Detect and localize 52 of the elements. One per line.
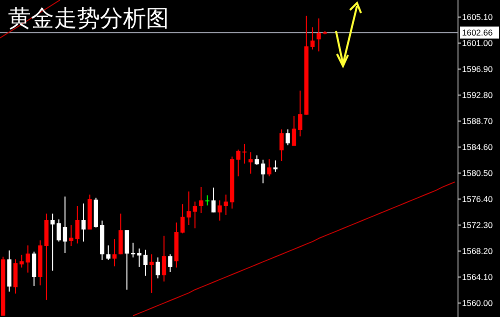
candlestick [50, 213, 55, 272]
line-series [132, 181, 456, 316]
candlestick [124, 230, 129, 290]
candlestick [236, 149, 240, 177]
y-tick-label: 1596.90 [462, 64, 493, 74]
y-tick-label: 1580.50 [462, 168, 493, 178]
y-tick-label: 1584.60 [462, 142, 493, 152]
candlestick [162, 235, 166, 282]
candlestick [267, 158, 272, 177]
candlestick [192, 201, 198, 229]
candlestick [112, 238, 117, 267]
candlestick [186, 190, 191, 226]
candlestick [32, 251, 36, 286]
candlestick [69, 224, 74, 246]
candlestick [137, 248, 142, 268]
candlestick [143, 249, 148, 276]
candlestick [205, 194, 210, 206]
candlestick [106, 244, 110, 260]
candlestick [62, 196, 68, 254]
candlestick [254, 154, 259, 166]
candlestick [316, 18, 321, 52]
candlestick [56, 218, 61, 242]
candlestick [75, 206, 80, 244]
chart-title: 黄金走势分析图 [8, 6, 169, 31]
candlestick [156, 256, 160, 279]
candlestick [211, 187, 216, 213]
y-tick-label: 1588.70 [462, 116, 493, 126]
y-tick-label: 1601.00 [462, 38, 493, 48]
candlestick [260, 159, 266, 184]
candlestick [292, 116, 296, 146]
candlestick [286, 128, 290, 146]
candlestick [242, 143, 247, 164]
candlestick [280, 128, 284, 162]
candlestick [224, 194, 228, 216]
y-tick-label: 1592.80 [462, 90, 493, 100]
y-tick-label: 1568.20 [462, 246, 493, 256]
y-tick-label: 1560.00 [462, 298, 493, 308]
candlestick [248, 152, 253, 174]
y-tick-label: 1605.10 [462, 12, 493, 22]
candlestick [218, 200, 222, 222]
y-tick-label: 1576.40 [462, 194, 493, 204]
candlestick [180, 204, 185, 234]
ref-line-label: 1602.66 [462, 28, 493, 38]
candlestick [168, 254, 172, 272]
candlestick [273, 160, 278, 172]
y-tick-label: 1564.10 [462, 272, 493, 282]
candlestick [81, 203, 86, 242]
candlestick [310, 26, 315, 50]
candlestick [150, 254, 154, 294]
y-tick-label: 1572.30 [462, 220, 493, 230]
candlestick [298, 90, 302, 137]
candlestick [199, 186, 204, 214]
